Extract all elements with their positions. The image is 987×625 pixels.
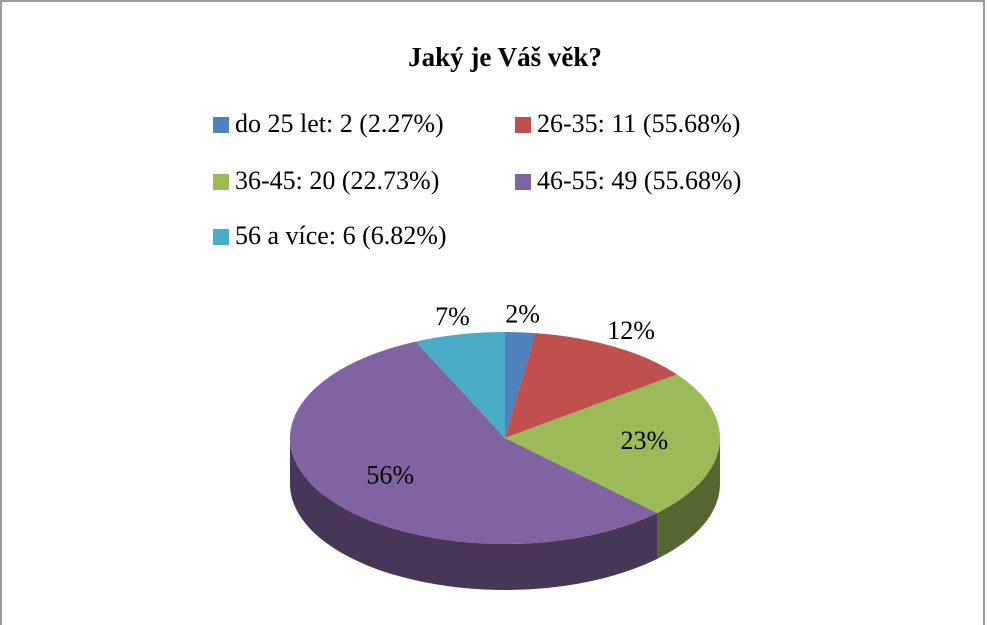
- data-label: 12%: [607, 316, 655, 345]
- legend-label: 56 a více: 6 (6.82%): [235, 221, 447, 250]
- slice-side: [290, 438, 658, 590]
- chart-title: Jaký je Váš věk?: [408, 42, 602, 72]
- pie-slice: [505, 331, 536, 438]
- pie-slice: [415, 332, 505, 438]
- slice-top: [415, 332, 505, 438]
- slice-top: [505, 374, 721, 513]
- legend-label: 36-45: 20 (22.73%): [235, 166, 439, 195]
- legend-label: 46-55: 49 (55.68%): [537, 166, 741, 195]
- legend-swatch: [515, 174, 531, 190]
- legend-swatch: [515, 117, 531, 133]
- pie-slice: [289, 341, 658, 590]
- slice-top: [505, 333, 678, 438]
- slice-side: [657, 438, 720, 559]
- legend-swatch: [213, 229, 229, 245]
- legend-swatch: [213, 174, 229, 190]
- pie-slice: [505, 374, 721, 559]
- legend-label: do 25 let: 2 (2.27%): [235, 109, 444, 138]
- data-label: 23%: [621, 426, 669, 455]
- data-label: 56%: [366, 460, 414, 489]
- legend-swatch: [213, 117, 229, 133]
- slice-top: [289, 341, 658, 544]
- data-label: 7%: [435, 302, 470, 331]
- legend-label: 26-35: 11 (55.68%): [537, 109, 740, 138]
- pie-slice: [505, 333, 678, 438]
- data-label: 2%: [505, 299, 540, 328]
- slice-top: [505, 331, 536, 438]
